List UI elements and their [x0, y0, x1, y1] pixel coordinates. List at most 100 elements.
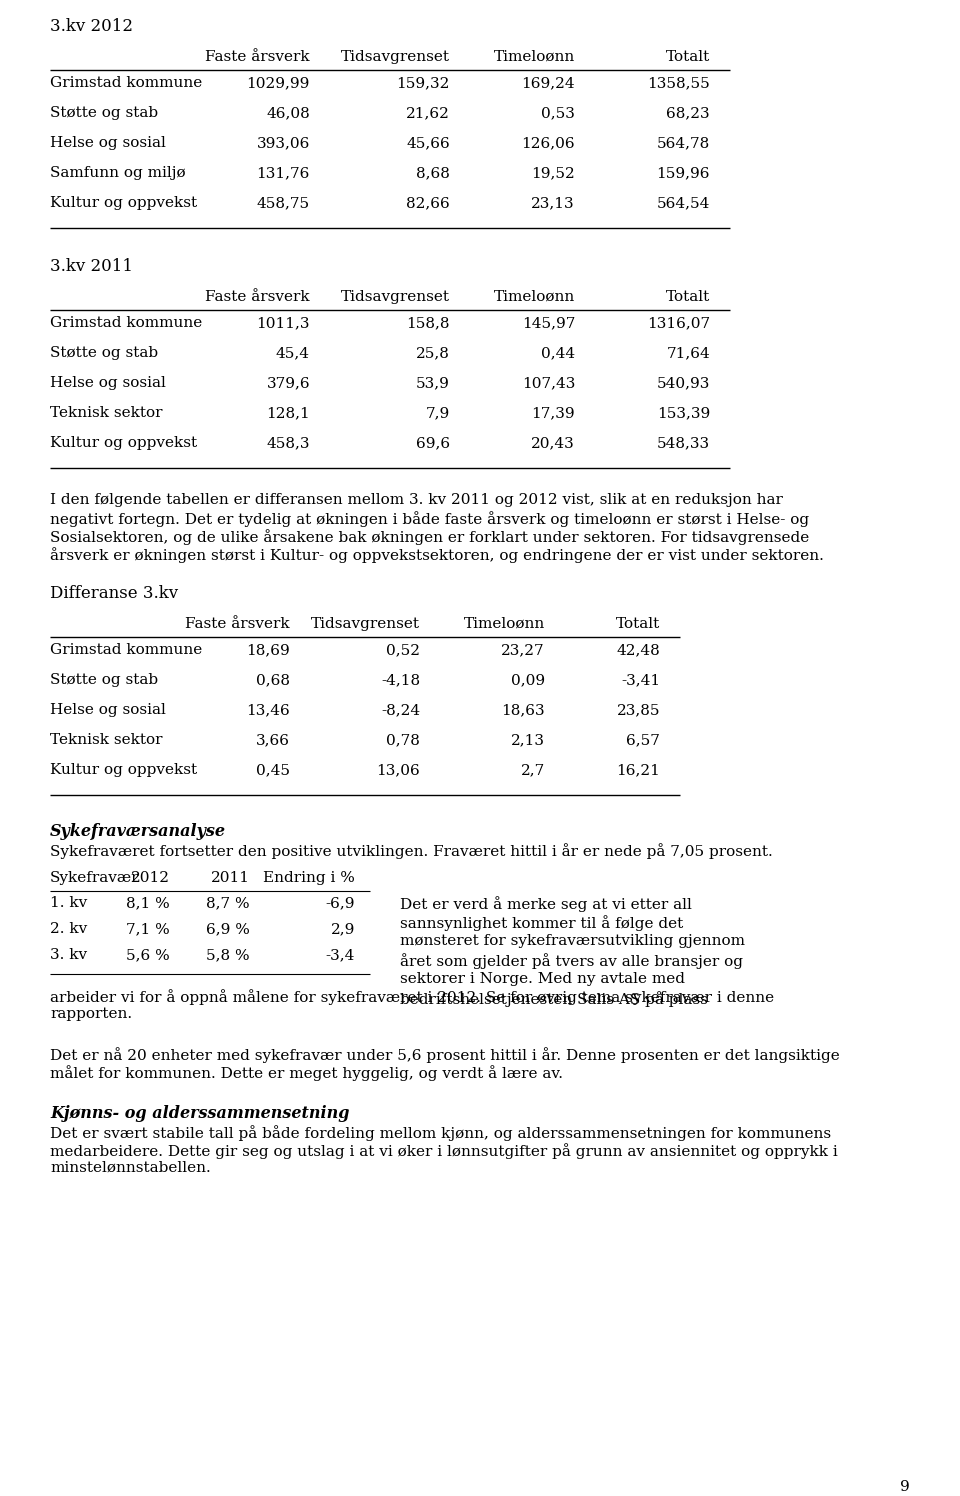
Text: 23,27: 23,27	[501, 643, 545, 657]
Text: sannsynlighet kommer til å følge det: sannsynlighet kommer til å følge det	[400, 916, 684, 931]
Text: 5,6 %: 5,6 %	[127, 948, 170, 962]
Text: 19,52: 19,52	[531, 166, 575, 180]
Text: Endring i %: Endring i %	[263, 871, 355, 886]
Text: rapporten.: rapporten.	[50, 1007, 132, 1020]
Text: mønsteret for sykefraværsutvikling gjennom: mønsteret for sykefraværsutvikling gjenn…	[400, 934, 745, 948]
Text: Grimstad kommune: Grimstad kommune	[50, 316, 203, 331]
Text: 2,7: 2,7	[520, 763, 545, 776]
Text: 82,66: 82,66	[406, 196, 450, 209]
Text: Teknisk sektor: Teknisk sektor	[50, 405, 162, 420]
Text: sektorer i Norge. Med ny avtale med: sektorer i Norge. Med ny avtale med	[400, 972, 685, 986]
Text: Faste årsverk: Faste årsverk	[185, 616, 290, 631]
Text: 3,66: 3,66	[256, 733, 290, 747]
Text: Kultur og oppvekst: Kultur og oppvekst	[50, 196, 197, 209]
Text: 159,32: 159,32	[396, 76, 450, 90]
Text: medarbeidere. Dette gir seg og utslag i at vi øker i lønnsutgifter på grunn av a: medarbeidere. Dette gir seg og utslag i …	[50, 1143, 838, 1159]
Text: 6,57: 6,57	[626, 733, 660, 747]
Text: 145,97: 145,97	[521, 316, 575, 331]
Text: 158,8: 158,8	[406, 316, 450, 331]
Text: Samfunn og miljø: Samfunn og miljø	[50, 166, 185, 180]
Text: arbeider vi for å oppnå målene for sykefraværet i 2012. Se for øvrig tema sykefr: arbeider vi for å oppnå målene for sykef…	[50, 989, 774, 1005]
Text: året som gjelder på tvers av alle bransjer og: året som gjelder på tvers av alle bransj…	[400, 953, 743, 969]
Text: Differanse 3.kv: Differanse 3.kv	[50, 585, 179, 601]
Text: 159,96: 159,96	[657, 166, 710, 180]
Text: 13,06: 13,06	[376, 763, 420, 776]
Text: 0,45: 0,45	[256, 763, 290, 776]
Text: Det er verd å merke seg at vi etter all: Det er verd å merke seg at vi etter all	[400, 896, 692, 913]
Text: 0,09: 0,09	[511, 673, 545, 687]
Text: -6,9: -6,9	[325, 896, 355, 910]
Text: 5,8 %: 5,8 %	[206, 948, 250, 962]
Text: 16,21: 16,21	[616, 763, 660, 776]
Text: 128,1: 128,1	[266, 405, 310, 420]
Text: 8,7 %: 8,7 %	[206, 896, 250, 910]
Text: 18,63: 18,63	[501, 703, 545, 717]
Text: Timeloønn: Timeloønn	[493, 49, 575, 64]
Text: 1011,3: 1011,3	[256, 316, 310, 331]
Text: 1029,99: 1029,99	[247, 76, 310, 90]
Text: 45,4: 45,4	[276, 346, 310, 361]
Text: 0,53: 0,53	[541, 106, 575, 120]
Text: Grimstad kommune: Grimstad kommune	[50, 76, 203, 90]
Text: 21,62: 21,62	[406, 106, 450, 120]
Text: -8,24: -8,24	[381, 703, 420, 717]
Text: 7,1 %: 7,1 %	[127, 922, 170, 936]
Text: 3.kv 2012: 3.kv 2012	[50, 18, 133, 34]
Text: Helse og sosial: Helse og sosial	[50, 375, 166, 390]
Text: Totalt: Totalt	[665, 49, 710, 64]
Text: 18,69: 18,69	[247, 643, 290, 657]
Text: 25,8: 25,8	[416, 346, 450, 361]
Text: 3. kv: 3. kv	[50, 948, 87, 962]
Text: 69,6: 69,6	[416, 435, 450, 450]
Text: 42,48: 42,48	[616, 643, 660, 657]
Text: 3.kv 2011: 3.kv 2011	[50, 257, 133, 275]
Text: Kultur og oppvekst: Kultur og oppvekst	[50, 763, 197, 776]
Text: I den følgende tabellen er differansen mellom 3. kv 2011 og 2012 vist, slik at e: I den følgende tabellen er differansen m…	[50, 494, 782, 507]
Text: 9: 9	[900, 1480, 910, 1495]
Text: 8,1 %: 8,1 %	[127, 896, 170, 910]
Text: Sykefraværet fortsetter den positive utviklingen. Fraværet hittil i år er nede p: Sykefraværet fortsetter den positive utv…	[50, 844, 773, 859]
Text: Støtte og stab: Støtte og stab	[50, 346, 158, 361]
Text: 2012: 2012	[131, 871, 170, 886]
Text: Kultur og oppvekst: Kultur og oppvekst	[50, 435, 197, 450]
Text: 540,93: 540,93	[657, 375, 710, 390]
Text: 2011: 2011	[211, 871, 250, 886]
Text: negativt fortegn. Det er tydelig at økningen i både faste årsverk og timeloønn e: negativt fortegn. Det er tydelig at økni…	[50, 512, 809, 527]
Text: 45,66: 45,66	[406, 136, 450, 150]
Text: 0,52: 0,52	[386, 643, 420, 657]
Text: Støtte og stab: Støtte og stab	[50, 106, 158, 120]
Text: 0,44: 0,44	[540, 346, 575, 361]
Text: Støtte og stab: Støtte og stab	[50, 673, 158, 687]
Text: 53,9: 53,9	[416, 375, 450, 390]
Text: 126,06: 126,06	[521, 136, 575, 150]
Text: Tidsavgrenset: Tidsavgrenset	[341, 49, 450, 64]
Text: 153,39: 153,39	[657, 405, 710, 420]
Text: 13,46: 13,46	[247, 703, 290, 717]
Text: 71,64: 71,64	[666, 346, 710, 361]
Text: 1358,55: 1358,55	[647, 76, 710, 90]
Text: 23,13: 23,13	[532, 196, 575, 209]
Text: 20,43: 20,43	[531, 435, 575, 450]
Text: 6,9 %: 6,9 %	[206, 922, 250, 936]
Text: minstelønnstabellen.: minstelønnstabellen.	[50, 1161, 211, 1174]
Text: Tidsavgrenset: Tidsavgrenset	[341, 290, 450, 304]
Text: 1316,07: 1316,07	[647, 316, 710, 331]
Text: Sykefraværsanalyse: Sykefraværsanalyse	[50, 823, 226, 839]
Text: årsverk er økningen størst i Kultur- og oppvekstsektoren, og endringene der er v: årsverk er økningen størst i Kultur- og …	[50, 548, 824, 562]
Text: 564,54: 564,54	[657, 196, 710, 209]
Text: Timeloønn: Timeloønn	[493, 290, 575, 304]
Text: Sykefravær: Sykefravær	[50, 871, 139, 886]
Text: 458,3: 458,3	[267, 435, 310, 450]
Text: Sosialsektoren, og de ulike årsakene bak økningen er forklart under sektoren. Fo: Sosialsektoren, og de ulike årsakene bak…	[50, 530, 809, 545]
Text: 169,24: 169,24	[521, 76, 575, 90]
Text: -3,4: -3,4	[325, 948, 355, 962]
Text: 564,78: 564,78	[657, 136, 710, 150]
Text: 7,9: 7,9	[425, 405, 450, 420]
Text: Faste årsverk: Faste årsverk	[205, 290, 310, 304]
Text: 0,78: 0,78	[386, 733, 420, 747]
Text: 548,33: 548,33	[657, 435, 710, 450]
Text: Totalt: Totalt	[615, 616, 660, 631]
Text: Helse og sosial: Helse og sosial	[50, 703, 166, 717]
Text: 131,76: 131,76	[256, 166, 310, 180]
Text: Helse og sosial: Helse og sosial	[50, 136, 166, 150]
